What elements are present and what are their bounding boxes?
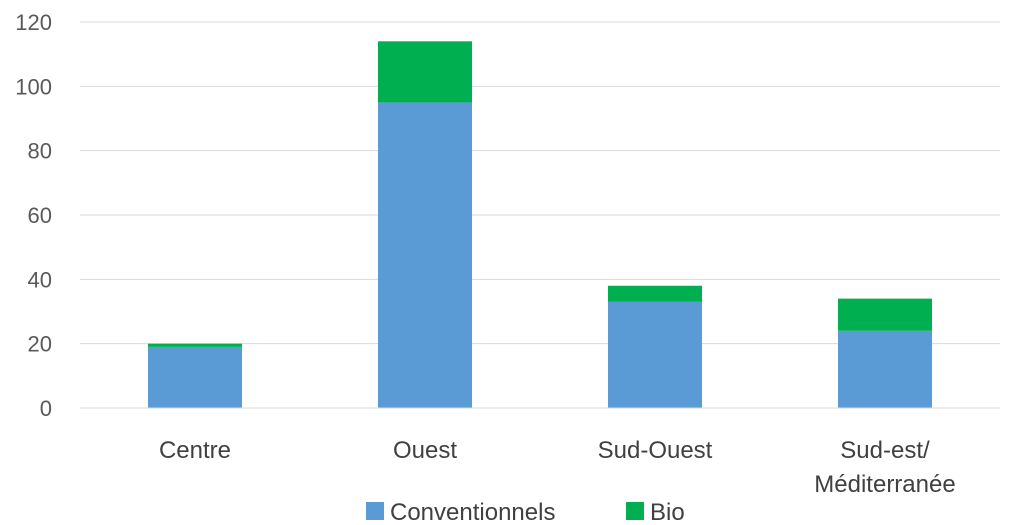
bar-bio-3 bbox=[838, 298, 932, 331]
legend-label-conventionnels: Conventionnels bbox=[390, 499, 555, 525]
y-tick-label: 40 bbox=[28, 267, 52, 292]
y-tick-label: 20 bbox=[28, 332, 52, 357]
y-tick-label: 100 bbox=[15, 74, 52, 99]
bar-conventionnels-3 bbox=[838, 330, 932, 408]
bar-bio-0 bbox=[148, 343, 242, 347]
x-tick-label: Sud-est/ bbox=[840, 437, 930, 464]
x-tick-label: Ouest bbox=[393, 437, 457, 464]
x-tick-label: Méditerranée bbox=[814, 471, 955, 498]
bar-conventionnels-0 bbox=[148, 346, 242, 408]
axes: 0 20 40 60 80 100 120 Centre Ouest Sud-Ouest Sud-e… bbox=[15, 10, 1000, 498]
legend: Conventionnels Bio bbox=[366, 499, 685, 525]
gridlines bbox=[80, 21, 1000, 345]
legend-swatch-conventionnels bbox=[366, 502, 384, 520]
y-tick-label: 0 bbox=[40, 396, 52, 421]
x-tick-label: Centre bbox=[159, 437, 231, 464]
y-tick-label: 120 bbox=[15, 10, 52, 35]
x-tick-label: Sud-Ouest bbox=[598, 437, 713, 464]
y-tick-label: 60 bbox=[28, 203, 52, 228]
legend-label-bio: Bio bbox=[650, 499, 685, 525]
y-tick-label: 80 bbox=[28, 139, 52, 164]
bar-bio-1 bbox=[378, 41, 472, 103]
bars bbox=[148, 41, 932, 409]
bar-conventionnels-2 bbox=[608, 301, 702, 408]
legend-swatch-bio bbox=[626, 502, 644, 520]
bar-conventionnels-1 bbox=[378, 102, 472, 409]
bar-bio-2 bbox=[608, 285, 702, 302]
